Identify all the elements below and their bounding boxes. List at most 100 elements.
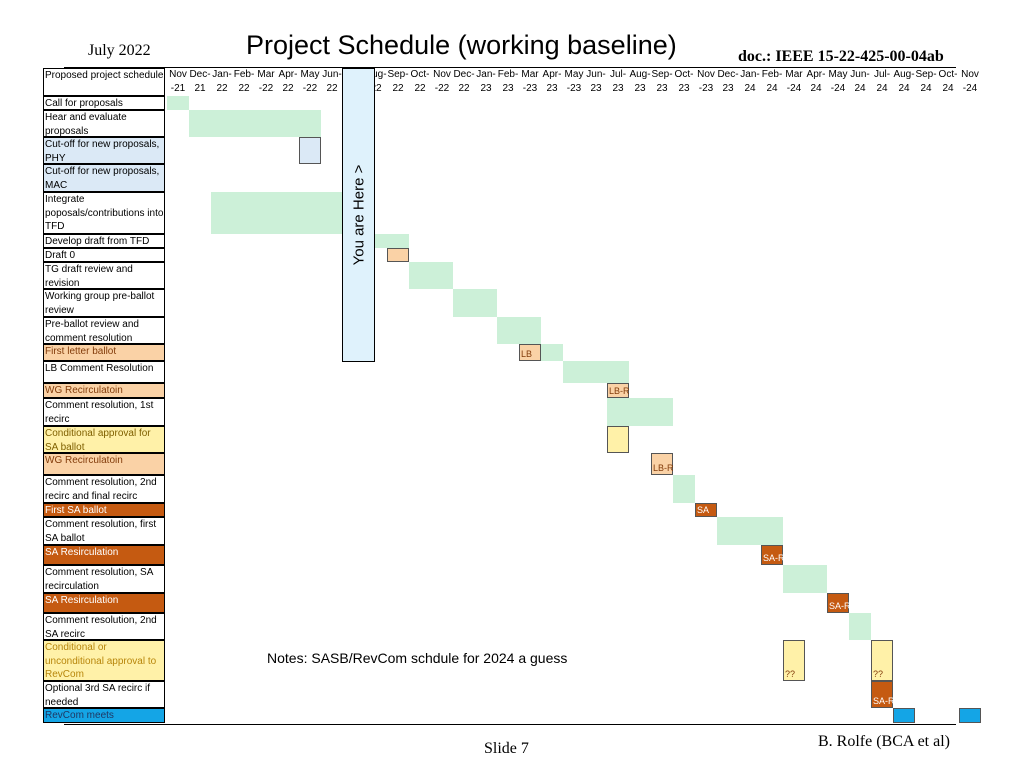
task-label: Integrate poposals/contributions into TF…	[43, 192, 165, 234]
month-header: Dec- 23	[717, 69, 739, 94]
month-header: Jul- 23	[609, 69, 627, 94]
schedule-bar	[541, 344, 563, 361]
task-label: Draft 0	[43, 248, 165, 262]
schedule-bar	[695, 503, 717, 517]
task-label: Working group pre-ballot review	[43, 289, 165, 317]
bar-label: SA-R	[763, 553, 785, 563]
schedule-bar	[893, 708, 915, 723]
month-header: Dec- 21	[189, 69, 211, 94]
month-header: Jun- 22	[322, 69, 342, 94]
bar-label: SA-R	[873, 696, 895, 706]
schedule-bar	[211, 192, 365, 234]
task-label: Comment resolution, 1st recirc	[43, 398, 165, 426]
task-label: Develop draft from TFD	[43, 234, 165, 248]
month-header: Aug- 23	[629, 69, 651, 94]
month-header: May -23	[564, 69, 584, 94]
task-label: Conditional or unconditional approval to…	[43, 640, 165, 681]
schedule-bar	[607, 426, 629, 453]
bar-label: ??	[873, 669, 884, 679]
schedule-bar	[717, 517, 783, 545]
schedule-bar	[959, 708, 981, 723]
schedule-bar	[453, 289, 497, 317]
task-label: First SA ballot	[43, 503, 165, 517]
task-label: Proposed project schedule	[43, 68, 165, 96]
task-label: SA Resirculation	[43, 593, 165, 613]
schedule-bar	[365, 234, 409, 248]
month-header: Sep- 22	[387, 69, 409, 94]
month-header: Mar -22	[257, 69, 275, 94]
header-date: July 2022	[88, 42, 151, 59]
slide-number: Slide 7	[484, 740, 529, 757]
month-header: Mar -24	[785, 69, 803, 94]
page-title: Project Schedule (working baseline)	[246, 30, 677, 60]
task-label: Cut-off for new proposals, PHY	[43, 137, 165, 164]
month-header: Aug- 22	[365, 69, 387, 94]
schedule-bar	[871, 640, 893, 681]
task-label: Optional 3rd SA recirc if needed	[43, 681, 165, 708]
month-header: Oct- 22	[410, 69, 430, 94]
you-are-here-label: You are Here >	[350, 164, 367, 266]
you-are-here-marker: You are Here >	[342, 68, 375, 362]
month-header: Feb- 23	[497, 69, 519, 94]
schedule-bar	[673, 475, 695, 503]
month-header: Jun- 24	[850, 69, 870, 94]
schedule-bar	[519, 344, 541, 361]
author: B. Rolfe (BCA et al)	[818, 733, 950, 750]
schedule-notes: Notes: SASB/RevCom schdule for 2024 a gu…	[267, 650, 568, 666]
task-label: First letter ballot	[43, 344, 165, 361]
task-label: Call for proposals	[43, 96, 165, 110]
schedule-bar	[409, 262, 453, 289]
month-header: Dec- 22	[453, 69, 475, 94]
schedule-bar	[497, 317, 541, 344]
bar-label: ??	[785, 669, 796, 679]
month-header: Jan- 23	[476, 69, 496, 94]
schedule-bar	[849, 613, 871, 640]
month-header: Feb- 24	[761, 69, 783, 94]
task-label: Comment resolution, 2nd SA recirc	[43, 613, 165, 640]
month-header: Apr- 24	[806, 69, 826, 94]
month-header: Nov -22	[433, 69, 451, 94]
schedule-bar	[827, 593, 849, 613]
schedule-bar	[871, 681, 893, 708]
task-label: RevCom meets	[43, 708, 165, 723]
month-header: Jan- 22	[212, 69, 232, 94]
footer-rule	[64, 724, 956, 725]
month-header: Sep- 24	[915, 69, 937, 94]
schedule-bar	[761, 545, 783, 565]
task-label: TG draft review and revision	[43, 262, 165, 289]
schedule-bar	[299, 137, 321, 164]
month-header: May -24	[828, 69, 848, 94]
schedule-bar	[387, 248, 409, 262]
schedule-bar	[651, 453, 673, 475]
task-label: Pre-ballot review and comment resolution	[43, 317, 165, 344]
task-label: Hear and evaluate proposals	[43, 110, 165, 137]
task-label: SA Resirculation	[43, 545, 165, 565]
task-label: Conditional approval for SA ballot	[43, 426, 165, 453]
doc-number: doc.: IEEE 15-22-425-00-04ab	[738, 48, 944, 65]
schedule-bar	[189, 110, 321, 137]
bar-label: LB-R	[653, 463, 674, 473]
month-header: Jul- 24	[873, 69, 891, 94]
month-header: Nov -21	[169, 69, 187, 94]
schedule-bar	[783, 565, 827, 593]
month-header: Feb- 22	[233, 69, 255, 94]
header-rule	[64, 67, 956, 68]
month-header: Mar -23	[521, 69, 539, 94]
bar-label: SA	[697, 505, 710, 515]
bar-label: LB-R	[609, 386, 630, 396]
month-header: Nov -24	[961, 69, 979, 94]
schedule-bar	[563, 361, 629, 383]
month-header: Nov -23	[697, 69, 715, 94]
task-label: Comment resolution, 2nd recirc and final…	[43, 475, 165, 503]
bar-label: LB	[521, 349, 533, 359]
task-label: Comment resolution, SA recirculation	[43, 565, 165, 593]
schedule-bar	[607, 398, 673, 426]
month-header: Oct- 24	[938, 69, 958, 94]
task-label: Cut-off for new proposals, MAC	[43, 164, 165, 192]
bar-label: SA-R	[829, 601, 851, 611]
schedule-bar	[607, 383, 629, 398]
task-label: WG Recirculatoin	[43, 453, 165, 475]
month-header: Apr- 23	[542, 69, 562, 94]
task-label: LB Comment Resolution	[43, 361, 165, 383]
